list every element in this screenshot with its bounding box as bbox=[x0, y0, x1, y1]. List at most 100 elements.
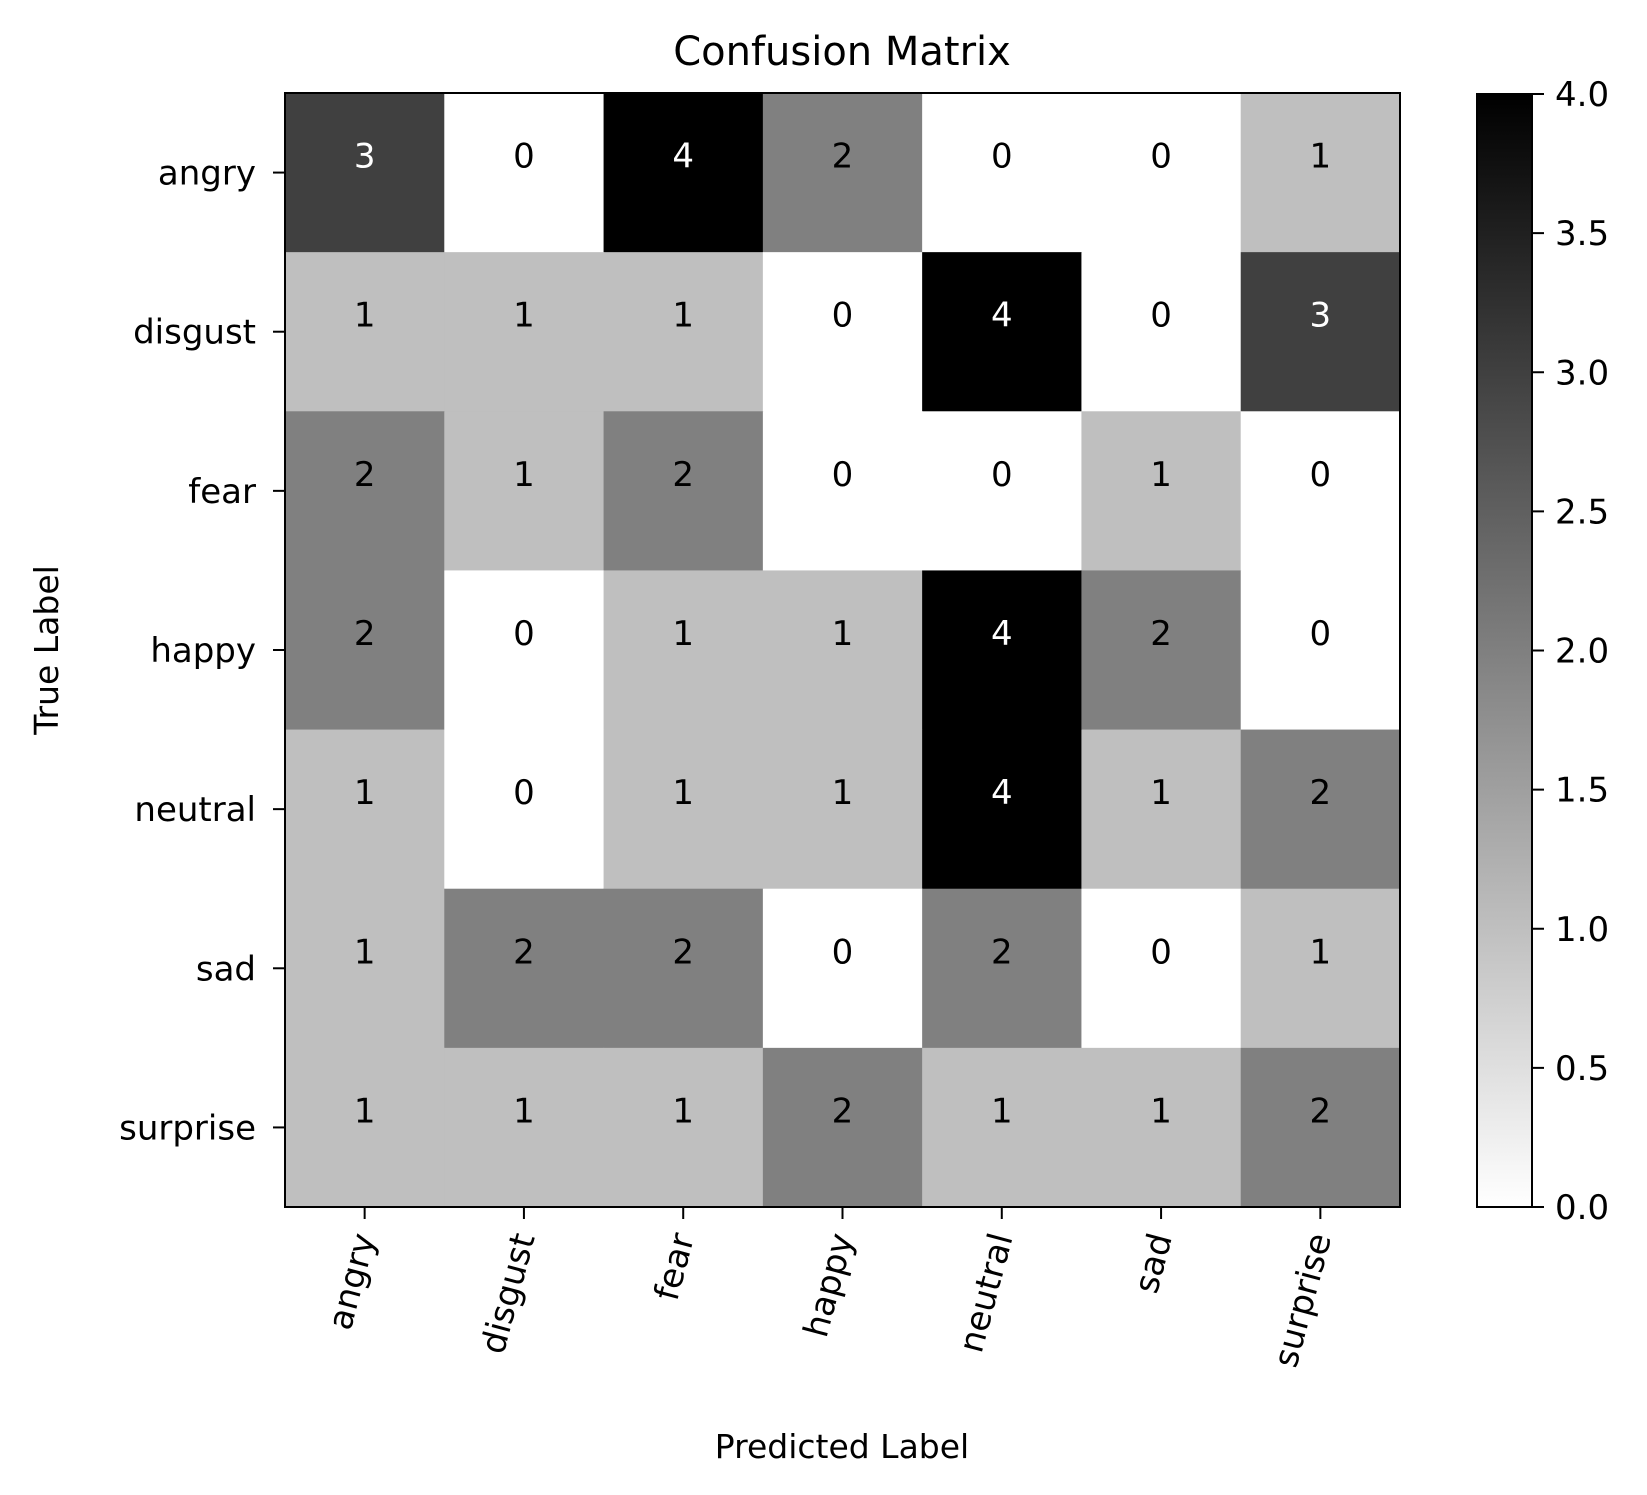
heatmap-cell-happy-disgust bbox=[444, 570, 605, 731]
heatmap-cell-neutral-surprise bbox=[1240, 729, 1401, 890]
heatmap-cell-angry-surprise bbox=[1240, 93, 1401, 253]
heatmap-cell-disgust-angry bbox=[285, 252, 445, 412]
heatmap-cell-fear-sad bbox=[1081, 411, 1242, 572]
cell-value-label: 1 bbox=[1150, 1091, 1172, 1131]
colorbar-tick-label: 2.5 bbox=[1555, 492, 1609, 532]
x-tick-label-surprise: surprise bbox=[1266, 1229, 1340, 1372]
heatmap-cell-angry-sad bbox=[1081, 93, 1242, 253]
heatmap-cell-neutral-angry bbox=[285, 729, 445, 890]
colorbar-tick-label: 1.5 bbox=[1555, 771, 1609, 811]
cell-value-label: 2 bbox=[1310, 773, 1332, 813]
heatmap-cell-sad-fear bbox=[603, 888, 764, 1049]
heatmap-cell-surprise-neutral bbox=[922, 1047, 1083, 1208]
x-tick-label-happy: happy bbox=[796, 1229, 862, 1341]
cell-value-label: 2 bbox=[672, 932, 694, 972]
y-tick-label-sad: sad bbox=[196, 949, 256, 989]
heatmap-cell-fear-angry bbox=[285, 411, 445, 572]
cell-value-label: 1 bbox=[354, 296, 376, 336]
cell-value-label: 0 bbox=[991, 137, 1013, 177]
heatmap-cell-neutral-neutral bbox=[922, 729, 1083, 890]
cell-value-label: 0 bbox=[832, 932, 854, 972]
cell-value-label: 1 bbox=[354, 1091, 376, 1131]
heatmap-cell-disgust-happy bbox=[762, 252, 923, 412]
cell-value-label: 1 bbox=[672, 296, 694, 336]
heatmap-cell-disgust-fear bbox=[603, 252, 764, 412]
colorbar-tick-label: 0.5 bbox=[1555, 1049, 1609, 1089]
heatmap-cell-disgust-neutral bbox=[922, 252, 1083, 412]
y-tick-label-disgust: disgust bbox=[133, 313, 256, 353]
x-axis-ticks: angry disgust fear happy neutral sad surprise bbox=[320, 1207, 1340, 1372]
cell-value-label: 1 bbox=[672, 1091, 694, 1131]
y-tick-label-fear: fear bbox=[188, 472, 256, 512]
colorbar-tick-label: 3.5 bbox=[1555, 214, 1609, 254]
x-tick-label-fear: fear bbox=[647, 1229, 703, 1305]
heatmap-cell-surprise-surprise bbox=[1240, 1047, 1401, 1208]
colorbar-tick-label: 2.0 bbox=[1555, 632, 1609, 672]
heatmap-cell-disgust-surprise bbox=[1240, 252, 1401, 412]
y-tick-label-angry: angry bbox=[158, 154, 256, 194]
cell-value-label: 0 bbox=[1310, 455, 1332, 495]
heatmap-cell-surprise-fear bbox=[603, 1047, 764, 1208]
heatmap-cell-fear-surprise bbox=[1240, 411, 1401, 572]
heatmap-cell-disgust-disgust bbox=[444, 252, 605, 412]
cell-value-label: 2 bbox=[513, 932, 535, 972]
colorbar-tick-label: 1.0 bbox=[1555, 910, 1609, 950]
x-tick-label-angry: angry bbox=[320, 1229, 384, 1334]
heatmap-cell-sad-happy bbox=[762, 888, 923, 1049]
chart-title: Confusion Matrix bbox=[673, 29, 1011, 75]
heatmap-cell-happy-angry bbox=[285, 570, 445, 731]
heatmap-cell-happy-neutral bbox=[922, 570, 1083, 731]
cell-value-label: 2 bbox=[991, 932, 1013, 972]
cell-value-label: 4 bbox=[672, 137, 694, 177]
heatmap-cell-neutral-sad bbox=[1081, 729, 1242, 890]
y-tick-label-happy: happy bbox=[150, 631, 256, 671]
heatmap-cell-sad-disgust bbox=[444, 888, 605, 1049]
cell-value-label: 1 bbox=[832, 773, 854, 813]
colorbar-ticks: 0.0 0.5 1.0 1.5 2.0 2.5 3.0 3.5 4.0 bbox=[1532, 75, 1609, 1228]
x-tick-label-neutral: neutral bbox=[951, 1229, 1021, 1357]
heatmap-cell-happy-surprise bbox=[1240, 570, 1401, 731]
cell-value-label: 1 bbox=[672, 773, 694, 813]
cell-value-label: 1 bbox=[513, 296, 535, 336]
y-tick-label-surprise: surprise bbox=[119, 1108, 256, 1148]
cell-value-label: 0 bbox=[1150, 137, 1172, 177]
colorbar bbox=[1476, 93, 1533, 1208]
cell-value-labels: 3 0 4 2 0 0 1 1 1 1 0 4 0 3 2 1 2 0 0 1 0 2 0 1 1 4 2 0 1 0 1 1 4 1 2 1 2 2 0 2… bbox=[354, 137, 1331, 1132]
heatmap-cell-angry-angry bbox=[285, 93, 445, 253]
cell-value-label: 3 bbox=[1310, 296, 1332, 336]
cell-value-label: 1 bbox=[354, 932, 376, 972]
heatmap-cell-fear-disgust bbox=[444, 411, 605, 572]
colorbar-tick-label: 4.0 bbox=[1555, 75, 1609, 115]
cell-value-label: 2 bbox=[832, 137, 854, 177]
cell-value-label: 2 bbox=[672, 455, 694, 495]
cell-value-label: 0 bbox=[1310, 614, 1332, 654]
cell-value-label: 1 bbox=[354, 773, 376, 813]
cell-value-label: 2 bbox=[1310, 1091, 1332, 1131]
heatmap-cell-sad-surprise bbox=[1240, 888, 1401, 1049]
heatmap-cell-happy-happy bbox=[762, 570, 923, 731]
cell-value-label: 4 bbox=[991, 296, 1013, 336]
y-tick-label-neutral: neutral bbox=[134, 790, 256, 830]
heatmap-cell-happy-sad bbox=[1081, 570, 1242, 731]
heatmap-cell-angry-happy bbox=[762, 93, 923, 253]
heatmap-cell-surprise-disgust bbox=[444, 1047, 605, 1208]
cell-value-label: 0 bbox=[832, 455, 854, 495]
cell-value-label: 1 bbox=[1310, 137, 1332, 177]
cell-value-label: 2 bbox=[354, 614, 376, 654]
y-axis-ticks: angry disgust fear happy neutral sad surprise bbox=[119, 154, 285, 1148]
y-axis-label: True Label bbox=[27, 565, 66, 736]
cell-value-label: 0 bbox=[513, 137, 535, 177]
cell-value-label: 0 bbox=[1150, 932, 1172, 972]
cell-value-label: 1 bbox=[672, 614, 694, 654]
heatmap-cell-sad-neutral bbox=[922, 888, 1083, 1049]
heatmap-cells bbox=[285, 93, 1401, 1208]
cell-value-label: 0 bbox=[832, 296, 854, 336]
x-axis-label: Predicted Label bbox=[715, 1427, 969, 1466]
heatmap-cell-sad-angry bbox=[285, 888, 445, 1049]
heatmap-cell-angry-disgust bbox=[444, 93, 605, 253]
x-tick-label-disgust: disgust bbox=[473, 1229, 543, 1358]
heatmap-cell-angry-fear bbox=[603, 93, 764, 253]
heatmap-cell-fear-neutral bbox=[922, 411, 1083, 572]
heatmap-cell-surprise-happy bbox=[762, 1047, 923, 1208]
